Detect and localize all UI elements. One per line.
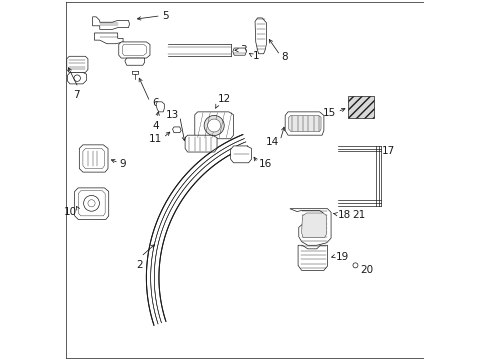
Polygon shape [195,112,234,139]
Polygon shape [233,48,246,55]
Polygon shape [298,245,327,270]
Text: 15: 15 [323,108,337,118]
Polygon shape [125,58,145,65]
Text: 13: 13 [166,110,179,120]
Text: 17: 17 [382,146,395,156]
Polygon shape [68,72,87,84]
Text: 19: 19 [336,252,349,262]
Circle shape [88,200,95,207]
Text: 9: 9 [120,159,126,169]
Text: 20: 20 [360,265,373,275]
Polygon shape [289,116,321,132]
Circle shape [84,195,99,211]
Text: 5: 5 [163,11,169,21]
Text: 8: 8 [281,51,288,62]
Text: 7: 7 [73,90,80,100]
Polygon shape [338,146,381,206]
Text: 12: 12 [218,94,231,104]
Text: 3: 3 [240,45,246,55]
Polygon shape [168,44,231,56]
Polygon shape [172,127,181,133]
Bar [348,96,374,118]
Text: 21: 21 [353,210,366,220]
Polygon shape [67,56,88,72]
Text: 4: 4 [152,121,159,131]
Text: 18: 18 [338,210,351,220]
Polygon shape [255,18,267,54]
Polygon shape [290,209,331,245]
Text: 14: 14 [266,138,279,147]
Polygon shape [78,191,105,216]
Text: 1: 1 [253,51,260,61]
Polygon shape [119,42,150,58]
Circle shape [353,263,358,268]
Polygon shape [79,145,108,172]
Polygon shape [231,146,251,163]
Polygon shape [156,102,164,112]
Polygon shape [185,135,217,152]
Polygon shape [302,213,327,237]
Polygon shape [93,17,129,30]
Text: 2: 2 [136,260,143,270]
Polygon shape [83,148,104,168]
Circle shape [208,119,220,132]
Text: 6: 6 [152,98,158,108]
Polygon shape [147,135,247,325]
Polygon shape [95,33,123,44]
Polygon shape [285,112,324,135]
Circle shape [204,116,224,135]
Text: 11: 11 [148,134,162,144]
Text: 10: 10 [64,207,77,217]
Polygon shape [74,188,109,220]
Polygon shape [122,44,147,55]
Text: 16: 16 [259,159,272,169]
Circle shape [74,75,80,81]
